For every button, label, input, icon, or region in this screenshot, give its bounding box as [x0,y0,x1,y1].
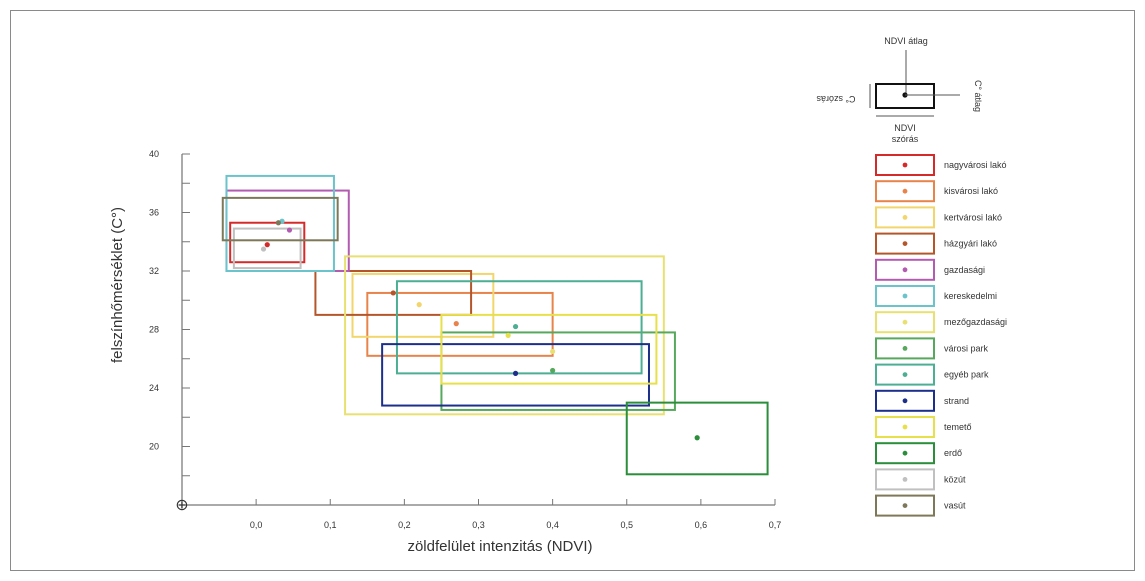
legend-point-5 [902,293,908,299]
series-box-13 [221,196,339,242]
legend-swatch-4 [875,258,935,281]
key-top-label: NDVI átlag [884,36,928,46]
legend-swatch-10 [875,416,935,438]
series-box-5 [225,174,335,272]
legend-point-2 [902,215,908,220]
legend-label-5: kereskedelmi [944,291,997,301]
x-tick-label: 0,4 [546,520,559,530]
legend-point-7 [902,346,908,351]
legend-label-12: közút [944,474,966,484]
x-tick-label: 0,3 [472,520,485,530]
y-axis-label: felszínhőmérséklet (C°) [109,207,126,363]
legend-label-2: kertvárosi lakó [944,212,1002,222]
series-box-3 [314,270,473,316]
key-box [875,83,935,109]
series-mean-point-0 [264,242,270,248]
legend-label-3: házgyári lakó [944,239,997,249]
legend-point-4 [902,267,908,273]
x-tick-label: 0,2 [398,520,411,530]
series-mean-point-8 [512,323,519,330]
figure-frame [10,10,1135,571]
key-bottom-label-2: szórás [892,134,919,144]
legend-label-9: strand [944,396,969,406]
series-mean-point-7 [550,367,556,374]
chart-labels: zöldfelület intenzitás (NDVI) felszínhőm… [109,207,593,555]
series-mean-point-9 [512,370,519,376]
series-mean-point-11 [694,435,700,441]
legend-swatch-1 [875,180,935,203]
x-tick-label: 0,0 [250,520,263,530]
x-tick-label: 0,1 [324,520,337,530]
legend-swatch-7 [875,337,935,360]
legend-label-1: kisvárosi lakó [944,186,998,196]
legend-point-8 [902,372,908,377]
series-mean-point-13 [275,220,281,226]
series-mean-point-10 [505,332,511,338]
legend-label-8: egyéb park [944,370,989,380]
legend-swatch-12 [875,468,935,491]
legend-swatch-9 [875,389,935,412]
key-left-label: C° szórás [816,94,856,104]
chart-boxes [221,174,769,476]
legend-point-13 [902,503,908,508]
legend: nagyvárosi lakó kisvárosi lakó kertvárosi … [875,154,1007,517]
series-mean-point-12 [260,246,267,252]
x-tick-label: 0,6 [695,520,708,530]
series-mean-point-2 [416,302,422,308]
legend-point-10 [902,424,908,430]
key-bottom-label-1: NDVI [894,123,916,133]
x-tick-label: 0,7 [769,520,782,530]
legend-swatch-5 [875,285,935,307]
y-tick-label: 20 [149,442,159,452]
origin-marker: ⊕ [175,497,188,514]
series-box-1 [366,291,554,357]
series-box-9 [381,343,650,407]
legend-point-1 [902,188,908,194]
series-box-6 [344,255,665,416]
series-mean-point-4 [286,227,293,233]
legend-swatch-2 [875,206,935,229]
legend-label-4: gazdasági [944,265,985,275]
series-box-0 [229,221,306,264]
series-box-11 [625,401,769,476]
chart-points [260,218,700,441]
legend-label-6: mezőgazdasági [944,317,1007,327]
series-box-2 [351,272,495,338]
legend-point-12 [902,477,908,482]
series-box-8 [395,280,643,375]
legend-swatch-6 [875,311,935,334]
legend-key: NDVI átlag C° szórás C° átlag NDVI szórá… [816,36,983,144]
series-box-12 [232,227,302,270]
legend-label-7: városi park [944,343,989,353]
y-tick-label: 28 [149,325,159,335]
legend-point-0 [902,162,908,168]
key-right-label: C° átlag [973,80,983,112]
legend-swatch-0 [875,154,935,176]
x-axis-label: zöldfelület intenzitás (NDVI) [407,538,592,555]
legend-point-3 [902,241,908,247]
legend-point-11 [902,450,908,456]
y-tick-label: 32 [149,266,159,276]
series-mean-point-1 [453,321,459,327]
x-tick-label: 0,5 [620,520,633,530]
legend-label-10: temető [944,422,972,432]
y-tick-label: 24 [149,383,159,393]
legend-swatch-11 [875,442,935,465]
legend-swatch-13 [875,494,935,517]
series-box-10 [440,313,658,385]
legend-point-6 [902,319,908,325]
series-mean-point-3 [390,290,396,296]
legend-label-13: vasút [944,501,966,511]
legend-swatch-3 [875,232,935,255]
y-tick-label: 36 [149,208,159,218]
legend-point-9 [902,398,908,404]
chart-axes: 20 24 28 32 36 40 0,0 0,1 0,2 0,3 0,4 0,5 0,6 0,7 [149,149,781,530]
y-tick-label: 40 [149,149,159,159]
series-mean-point-6 [550,348,556,355]
legend-swatch-8 [875,363,935,386]
legend-label-0: nagyvárosi lakó [944,160,1007,170]
legend-label-11: erdő [944,448,962,458]
